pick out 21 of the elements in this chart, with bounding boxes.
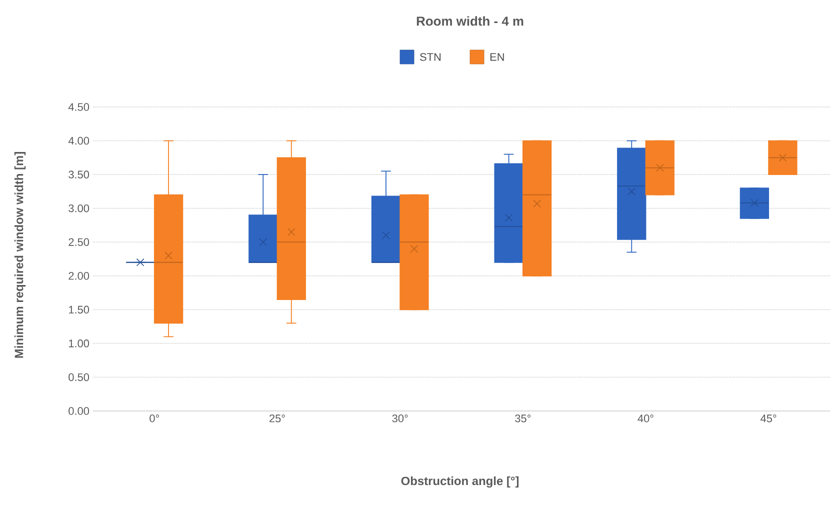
y-tick-label: 1.00 [68,340,90,348]
legend-label: EN [490,53,504,61]
y-tick-label: 3.50 [68,170,90,178]
legend-label: STN [420,53,441,61]
x-tick-label: 35° [515,414,531,422]
x-tick-label: 25° [270,414,285,422]
y-tick-label: 1.50 [68,306,90,314]
y-axis-title: Minimum required window width [m] [14,152,26,358]
x-tick-label: 30° [392,414,408,422]
y-tick-label: 2.50 [68,238,90,246]
y-tick-label: 2.00 [68,272,90,280]
x-tick-label: 45° [760,414,776,422]
x-tick-label: 0° [150,414,159,422]
chart-title: Room width - 4 m [416,16,524,26]
y-tick-label: 0.00 [68,407,90,415]
x-tick-label: 40° [638,414,654,422]
y-tick-label: 4.50 [68,103,90,111]
y-tick-label: 0.50 [68,373,90,382]
y-tick-label: 4.00 [68,136,90,145]
y-tick-label: 3.00 [68,204,90,212]
x-axis-title: Obstruction angle [°] [401,476,519,488]
